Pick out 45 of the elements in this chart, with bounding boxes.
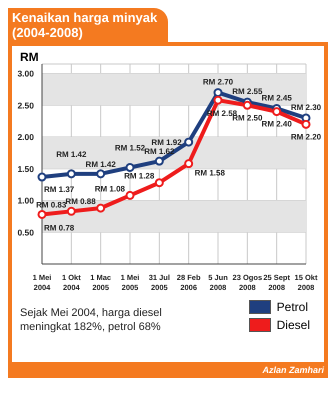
point	[66, 169, 76, 178]
data-label: RM 1.42	[86, 160, 116, 169]
data-label: RM 1.52	[114, 143, 146, 152]
data-label: RM 1.42	[56, 150, 87, 159]
point	[302, 120, 310, 129]
data-label: RM 2.30	[290, 102, 322, 112]
data-label: RM 1.92	[151, 138, 182, 148]
point	[38, 172, 46, 182]
point	[126, 190, 134, 200]
data-label: RM 1.08	[94, 184, 126, 194]
point	[214, 88, 222, 98]
point	[96, 169, 106, 178]
y-tick-label: 0.50	[17, 227, 34, 238]
data-label: RM 2.45	[262, 93, 292, 102]
y-axis-title: RM	[20, 50, 39, 64]
point	[66, 206, 76, 216]
point	[242, 100, 252, 110]
chart-title: Kenaikan harga minyak (2004-2008)	[8, 8, 168, 42]
point	[126, 162, 134, 172]
point	[154, 156, 164, 166]
data-label: RM 2.55	[232, 87, 263, 96]
y-tick-label: 1.00	[17, 196, 34, 206]
y-tick-label: 2.50	[17, 100, 34, 110]
legend-label: Diesel	[276, 318, 310, 332]
y-tick-label: 1.50	[17, 164, 34, 174]
data-label: RM 0.88	[65, 197, 96, 206]
point	[184, 159, 194, 168]
point	[154, 178, 164, 188]
legend-label: Petrol	[276, 300, 308, 314]
point	[96, 204, 106, 213]
data-label: RM 2.20	[290, 132, 322, 142]
text: Azlan Zamhari	[8, 362, 328, 378]
data-label: RM 1.37	[44, 185, 75, 194]
y-tick-label: 3.00	[17, 68, 34, 79]
data-label: RM 2.70	[202, 78, 234, 87]
data-label: RM 2.40	[262, 120, 292, 129]
data-label: RM 1.58	[194, 168, 226, 178]
point	[272, 107, 282, 116]
point	[214, 96, 222, 105]
point	[38, 210, 46, 219]
data-label: RM 1.28	[124, 172, 155, 181]
data-label: RM 0.78	[44, 223, 75, 232]
text: Sejak Mei 2004, harga diesel meningkat 182%, petrol 68%	[20, 306, 163, 334]
point	[184, 138, 194, 147]
y-tick-label: 2.00	[17, 132, 34, 142]
